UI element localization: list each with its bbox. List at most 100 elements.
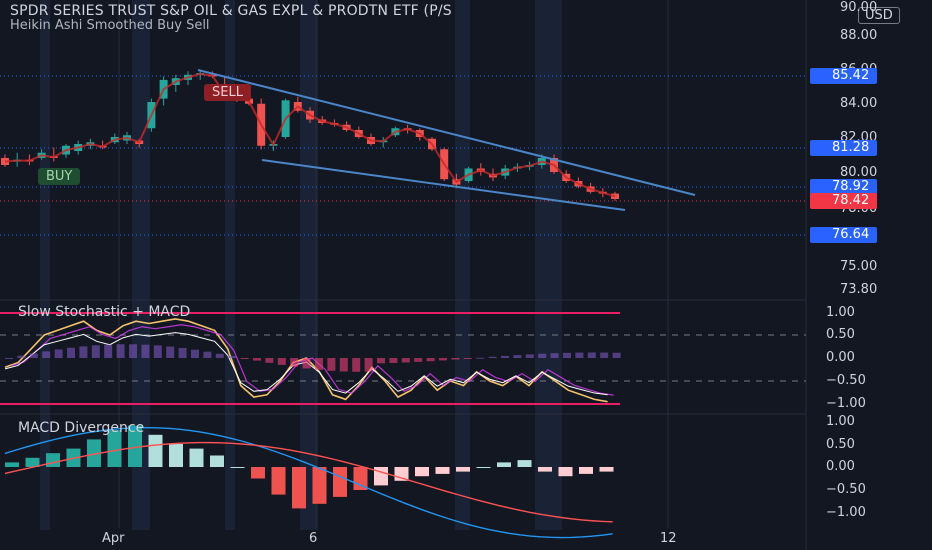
macd-signal-line: [4, 441, 613, 523]
stoch-hist-bar: [513, 355, 522, 358]
session-shade: [132, 0, 150, 530]
session-shade: [225, 0, 235, 530]
session-shade: [535, 0, 562, 530]
stoch-hist-bar: [129, 344, 137, 358]
time-tick-label: 6: [309, 531, 318, 546]
session-shade: [455, 0, 470, 530]
macd-hist-bar: [456, 467, 470, 472]
stoch-hist-bar: [563, 352, 571, 358]
macd-hist-bar: [189, 448, 204, 467]
price-tick-label: 75.00: [840, 259, 878, 274]
stoch-hist-bar: [290, 358, 299, 367]
channel-upper-line: [197, 69, 696, 196]
stoch-hist-bar: [389, 358, 398, 363]
stoch-hist-bar: [5, 358, 13, 359]
stoch-hist-bar: [352, 358, 361, 372]
channel-lower-line: [261, 159, 626, 211]
symbol-title[interactable]: SPDR SERIES TRUST S&P OIL & GAS EXPL & P…: [10, 3, 452, 19]
stoch-hist-bar: [463, 358, 472, 359]
macd-hist-bar: [5, 462, 19, 467]
macd-hist-bar: [169, 444, 183, 467]
stoch-hist-bar: [191, 349, 199, 358]
stoch-hist-bar: [253, 358, 261, 361]
stoch-hist-bar: [178, 348, 187, 358]
stoch-hist-bar: [550, 353, 559, 358]
macd-hist-bar: [599, 467, 614, 472]
stoch-hist-bar: [91, 345, 100, 358]
macd-pane-label[interactable]: MACD Divergence: [18, 420, 145, 436]
macd-hist-bar: [497, 462, 511, 467]
macd-tick-label: 0.50: [826, 437, 855, 452]
macd-hist-bar: [230, 467, 245, 468]
indicator-name[interactable]: Heikin Ashi Smoothed Buy Sell: [10, 18, 210, 33]
price-tick-label: 80.00: [840, 165, 878, 180]
time-tick-label: Apr: [102, 531, 125, 546]
buy-signal-label: BUY: [38, 168, 81, 185]
stoch-hist-bar: [401, 358, 410, 363]
stoch-hist-bar: [488, 356, 497, 358]
macd-line: [4, 426, 613, 539]
macd-tick-label: 1.00: [826, 414, 855, 429]
price-tag: 85.42: [810, 68, 878, 84]
stoch-hist-bar: [203, 351, 212, 358]
sell-signal-label: SELL: [204, 84, 251, 101]
price-tick-label: 84.00: [840, 96, 878, 111]
stoch-hist-bar: [240, 358, 249, 359]
stoch-hist-bar: [451, 358, 460, 360]
stoch-hist-bar: [439, 358, 447, 361]
stoch-hist-bar: [575, 352, 584, 358]
time-tick-label: 12: [660, 531, 677, 546]
price-tag: 78.42: [810, 193, 878, 209]
stoch-hist-bar: [327, 358, 336, 371]
macd-hist-bar: [558, 467, 573, 477]
stoch-hist-bar: [17, 355, 26, 358]
stoch-hist-bar: [600, 352, 609, 358]
session-shade: [40, 0, 50, 530]
stoch-hist-bar: [476, 357, 485, 359]
price-tick-label: 88.00: [840, 28, 878, 43]
stoch-hist-bar: [587, 352, 596, 358]
price-tick-label: 90.00: [840, 0, 878, 15]
stoch-hist-bar: [141, 344, 150, 358]
macd-hist-bar: [271, 467, 286, 495]
stoch-hist-bar: [339, 358, 348, 372]
price-tag: 78.92: [810, 179, 878, 195]
stoch-hist-bar: [426, 358, 435, 362]
macd-hist-bar: [210, 455, 224, 467]
stoch-hist-bar: [277, 358, 286, 365]
macd-hist-bar: [333, 467, 347, 497]
stoch-hist-bar: [315, 358, 323, 370]
stoch-hist-bar: [414, 358, 423, 362]
macd-tick-label: −0.50: [826, 482, 866, 497]
macd-hist-bar: [128, 425, 142, 467]
macd-hist-bar: [46, 453, 60, 467]
stoch-hist-bar: [612, 352, 621, 358]
macd-hist-bar: [538, 467, 552, 472]
macd-hist-bar: [251, 467, 265, 479]
price-tag: 76.64: [810, 227, 878, 243]
macd-tick-label: −1.00: [826, 505, 866, 520]
macd-tick-label: 0.00: [826, 459, 855, 474]
stoch-hist-bar: [104, 344, 113, 358]
stoch-hist-bar: [116, 344, 125, 358]
stoch-tick-label: −0.50: [826, 373, 866, 388]
stoch-hist-bar: [29, 353, 38, 358]
macd-hist-bar: [312, 467, 327, 504]
stoch-tick-label: 1.00: [826, 305, 855, 320]
macd-hist-bar: [25, 457, 40, 467]
stoch-hist-bar: [153, 345, 162, 358]
stoch-pane-label[interactable]: Slow Stochastic + MACD: [18, 304, 191, 320]
stoch-hist-bar: [525, 354, 534, 358]
stoch-tick-label: 0.50: [826, 327, 855, 342]
currency-badge[interactable]: USD: [858, 7, 900, 24]
stoch-hist-bar: [538, 353, 547, 358]
stoch-hist-bar: [228, 356, 237, 358]
price-tag: 81.28: [810, 140, 878, 156]
stoch-d-line: [10, 324, 614, 396]
macd-hist-bar: [107, 430, 122, 467]
macd-hist-bar: [435, 467, 450, 474]
macd-hist-bar: [374, 467, 388, 486]
macd-hist-bar: [476, 467, 491, 468]
session-shade: [300, 0, 318, 530]
